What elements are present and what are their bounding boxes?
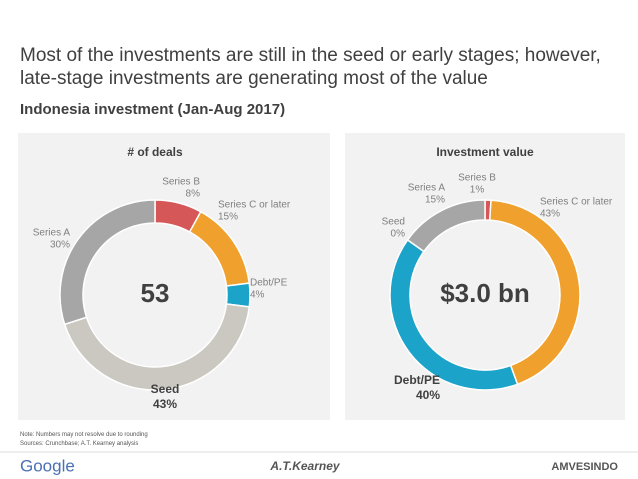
segment-label: Series B [458, 173, 496, 184]
source: Sources: Crunchbase; A.T. Kearney analys… [20, 441, 139, 447]
value-label: 4% [250, 290, 265, 301]
chart-title: # of deals [127, 145, 183, 159]
logo: AMVESINDO [551, 461, 618, 473]
donut-segment [406, 199, 486, 253]
segment-label: Seed [382, 217, 405, 228]
value-label: 8% [186, 189, 201, 200]
segment-label: Series B [162, 177, 200, 188]
note: Note: Numbers may not resolve due to rou… [20, 432, 148, 438]
value-label: 40% [416, 388, 440, 402]
center-label: 53 [141, 278, 170, 308]
donut-segment [225, 282, 251, 308]
value-label: 43% [540, 209, 560, 220]
segment-label: Debt/PE [250, 278, 288, 289]
center-label: $3.0 bn [440, 278, 530, 308]
logo: Google [20, 456, 75, 475]
value-label: 43% [153, 397, 177, 411]
value-label: 15% [218, 212, 238, 223]
segment-label: Debt/PE [394, 373, 440, 387]
segment-label: Seed [151, 382, 180, 396]
value-label: 1% [470, 185, 485, 196]
segment-label: Series A [408, 183, 446, 194]
slide-title: Most of the investments are still in the… [20, 45, 601, 89]
value-label: 0% [391, 229, 406, 240]
segment-label: Series C or later [540, 197, 613, 208]
logo: A.T.Kearney [269, 459, 340, 473]
donut-segment [59, 199, 156, 326]
value-label: 30% [50, 240, 70, 251]
value-label: 15% [425, 195, 445, 206]
slide-subtitle: Indonesia investment (Jan-Aug 2017) [20, 101, 286, 118]
segment-label: Series C or later [218, 200, 291, 211]
segment-label: Series A [33, 228, 71, 239]
chart-title: Investment value [436, 145, 534, 159]
